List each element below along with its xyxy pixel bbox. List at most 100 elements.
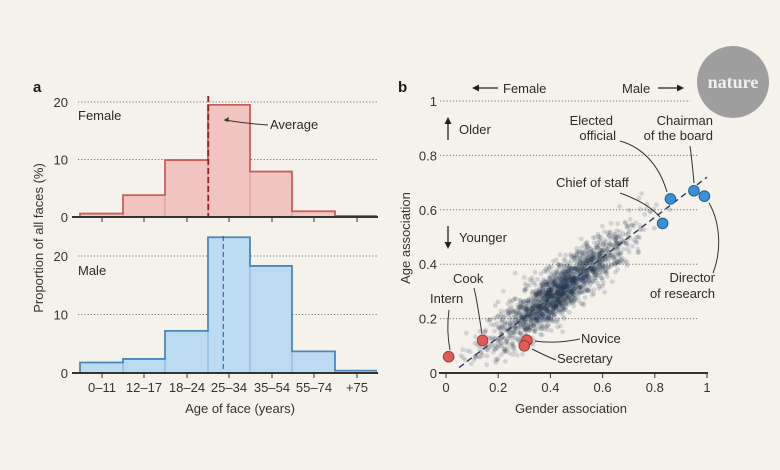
data-point xyxy=(546,286,552,292)
data-point xyxy=(577,290,582,296)
data-point xyxy=(591,251,597,257)
data-point xyxy=(533,297,539,303)
data-point xyxy=(509,304,514,310)
data-point xyxy=(548,285,554,291)
data-point xyxy=(540,299,545,305)
data-point xyxy=(593,245,599,251)
data-point xyxy=(523,320,529,326)
data-point xyxy=(488,337,494,342)
point-intern xyxy=(442,350,455,363)
data-point xyxy=(608,252,614,258)
data-point xyxy=(501,349,507,355)
data-point xyxy=(577,268,582,274)
data-point xyxy=(508,342,514,348)
scatter-axes: 0 0.2 0.4 0.6 0.8 1 xyxy=(439,372,711,395)
data-point xyxy=(614,260,619,266)
data-point xyxy=(512,270,518,276)
data-point xyxy=(546,264,552,270)
data-point xyxy=(533,314,538,319)
data-point xyxy=(516,336,522,342)
data-point xyxy=(557,292,562,297)
data-point xyxy=(539,295,545,300)
data-point xyxy=(557,252,563,258)
data-point xyxy=(517,304,523,309)
female-direction-label: Female xyxy=(503,81,546,96)
data-point xyxy=(502,309,508,314)
data-point xyxy=(564,286,570,292)
data-point xyxy=(590,269,596,274)
data-point xyxy=(542,293,547,298)
data-point xyxy=(512,314,518,320)
data-point xyxy=(600,247,606,253)
data-point xyxy=(566,293,572,299)
data-point xyxy=(613,241,619,247)
data-point xyxy=(555,285,561,291)
data-point xyxy=(541,326,547,332)
data-point xyxy=(581,276,586,282)
data-point xyxy=(510,345,516,351)
data-point xyxy=(603,262,609,268)
data-point xyxy=(588,277,594,282)
data-point xyxy=(531,314,536,320)
y-tick-label: 20 xyxy=(54,95,68,110)
data-point xyxy=(563,288,568,294)
data-point xyxy=(563,290,568,295)
data-point xyxy=(533,289,538,294)
data-point xyxy=(520,323,526,328)
data-point xyxy=(556,262,562,268)
data-point xyxy=(625,231,631,237)
data-point xyxy=(578,285,583,291)
data-point xyxy=(571,275,577,280)
data-point xyxy=(560,272,566,278)
data-point xyxy=(533,318,538,323)
data-point xyxy=(549,309,555,314)
data-point xyxy=(504,341,510,347)
data-point xyxy=(516,305,521,311)
data-point xyxy=(647,209,653,215)
data-point xyxy=(546,289,552,295)
data-point xyxy=(586,257,592,263)
data-point xyxy=(586,255,592,261)
x-tick-label: 12–17 xyxy=(126,380,162,395)
data-point xyxy=(534,317,540,323)
data-point xyxy=(535,296,541,301)
data-point xyxy=(550,316,556,322)
data-point xyxy=(534,292,540,298)
data-point xyxy=(525,301,530,306)
data-point xyxy=(559,303,565,308)
data-point xyxy=(576,249,582,255)
data-point xyxy=(499,317,505,323)
data-point xyxy=(523,300,529,306)
data-point xyxy=(565,277,571,283)
data-point xyxy=(489,342,495,348)
data-point xyxy=(535,311,541,316)
data-point xyxy=(613,236,619,242)
data-point xyxy=(487,335,493,341)
data-point xyxy=(519,300,524,306)
data-point xyxy=(549,303,555,309)
data-point xyxy=(550,300,556,305)
data-point xyxy=(564,266,570,272)
data-point xyxy=(625,246,630,252)
data-point xyxy=(597,262,603,268)
data-point xyxy=(609,262,615,267)
data-point xyxy=(562,272,568,278)
data-point xyxy=(566,283,572,289)
data-point xyxy=(549,264,555,270)
data-point xyxy=(532,295,537,300)
data-point xyxy=(548,290,554,296)
data-point xyxy=(582,274,587,280)
data-point xyxy=(567,291,573,297)
data-point xyxy=(528,313,534,319)
data-point xyxy=(620,239,626,245)
data-point xyxy=(556,265,562,271)
data-point xyxy=(547,316,553,321)
data-point xyxy=(533,326,539,331)
data-point xyxy=(495,338,500,344)
data-point xyxy=(584,246,589,252)
data-point xyxy=(614,260,620,266)
data-point xyxy=(498,314,504,320)
data-point xyxy=(585,250,590,255)
data-point xyxy=(618,234,624,240)
data-point xyxy=(538,313,543,319)
